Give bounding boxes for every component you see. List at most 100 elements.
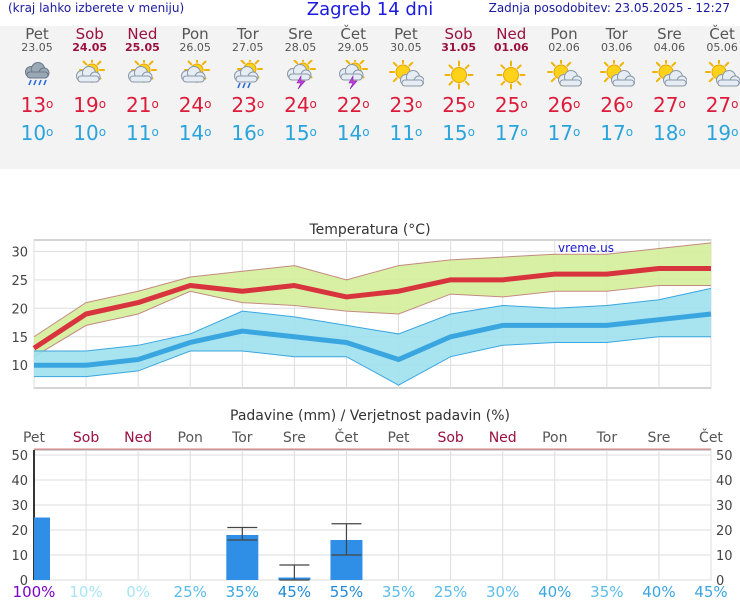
max-temperature: 26o xyxy=(547,93,581,117)
day-date: 28.05 xyxy=(284,41,317,54)
day-date: 29.05 xyxy=(337,41,369,54)
degree-sign: o xyxy=(573,125,581,139)
day-date: 24.05 xyxy=(72,41,108,54)
day-column: Tor 27.05 23o 16o xyxy=(223,26,273,144)
sun-small-cloud-icon xyxy=(599,60,635,87)
day-date: 01.06 xyxy=(493,41,529,54)
y-tick-label-right: 50 xyxy=(716,449,733,464)
precipitation-chart-title: Padavine (mm) / Verjetnost padavin (%) xyxy=(230,408,510,424)
precipitation-day-label: Sre xyxy=(647,430,670,446)
degree-sign: o xyxy=(151,125,159,139)
day-name: Tor xyxy=(236,25,259,43)
precipitation-day-label: Pon xyxy=(542,430,567,446)
day-column: Pet 30.05 23o 11o xyxy=(381,26,431,144)
min-temperature-band xyxy=(34,288,711,386)
degree-sign: o xyxy=(309,97,317,111)
min-temperature: 17o xyxy=(547,121,581,145)
precipitation-day-label: Sob xyxy=(73,430,99,446)
day-column: Ned 25.05 21o 11o xyxy=(117,26,167,144)
precipitation-probability: 55% xyxy=(330,583,363,600)
sun-icon xyxy=(444,60,474,90)
degree-sign: o xyxy=(625,97,634,111)
sun-cloud-storm-icon xyxy=(286,60,316,90)
degree-sign: o xyxy=(204,125,212,139)
day-date: 04.06 xyxy=(653,41,686,54)
degree-sign: o xyxy=(731,97,739,111)
day-column: Pon 26.05 24o 14o xyxy=(170,26,220,144)
day-name: Sre xyxy=(288,25,313,43)
min-temperature: 14o xyxy=(178,121,212,145)
day-name: Čet xyxy=(340,25,366,43)
day-column: Pon 02.06 26o 17o xyxy=(539,26,589,144)
degree-sign: o xyxy=(731,125,739,139)
sun-small-cloud-icon xyxy=(705,60,740,87)
band-lower-edge xyxy=(33,285,711,358)
max-temperature: 19o xyxy=(73,93,107,117)
day-date: 23.05 xyxy=(21,41,53,54)
degree-sign: o xyxy=(678,125,686,139)
max-temperature: 27o xyxy=(652,93,686,117)
max-temperature: 26o xyxy=(600,93,634,117)
precipitation-day-label: Ned xyxy=(489,430,517,446)
sun-cloud-rain-icon xyxy=(233,60,263,89)
precipitation-day-label: Pet xyxy=(23,430,46,446)
degree-sign: o xyxy=(414,125,423,139)
sun-small-cloud-icon xyxy=(547,60,582,87)
y-tick-label: 30 xyxy=(11,245,28,260)
day-date: 02.06 xyxy=(548,41,580,54)
day-date: 05.06 xyxy=(706,41,738,54)
precipitation-bar xyxy=(34,517,50,580)
band-upper-edge xyxy=(33,242,712,338)
precipitation-probability: 35% xyxy=(590,583,623,600)
degree-sign: o xyxy=(467,125,475,139)
precipitation-probability: 35% xyxy=(382,583,415,600)
y-tick-label: 20 xyxy=(11,302,28,317)
day-name: Pon xyxy=(181,25,209,43)
sun-cloud-icon xyxy=(75,60,105,83)
max-temperature: 23o xyxy=(231,93,265,117)
max-temperature: 25o xyxy=(442,93,475,117)
daily-forecast-strip: Pet 23.05 13o 10o Sob 24.05 19o 10o Ned 25.05 21o 1… xyxy=(0,26,740,169)
min-temperature: 11o xyxy=(389,121,423,145)
precipitation-probability: 30% xyxy=(486,583,519,600)
min-temperature: 10o xyxy=(20,121,54,145)
day-column: Čet 05.06 27o 19o xyxy=(697,26,740,144)
precipitation-probability: 40% xyxy=(642,583,675,600)
degree-sign: o xyxy=(520,97,528,111)
page-title: Zagreb 14 dni xyxy=(306,0,434,20)
day-date: 25.05 xyxy=(124,41,160,54)
precipitation-day-label: Sre xyxy=(283,430,306,446)
day-name: Ned xyxy=(127,25,158,43)
precipitation-probability: 35% xyxy=(226,583,259,600)
min-temperature: 15o xyxy=(284,121,317,145)
degree-sign: o xyxy=(46,125,54,139)
max-temperature: 24o xyxy=(178,93,212,117)
precipitation-probability: 45% xyxy=(694,583,727,600)
band-lower-edge xyxy=(34,336,711,386)
min-temperature: 15o xyxy=(442,121,475,145)
precipitation-bar xyxy=(226,535,259,580)
top-bar: (kraj lahko izberete v meniju) Zagreb 14… xyxy=(0,0,740,22)
max-temperature: 22o xyxy=(336,93,370,117)
degree-sign: o xyxy=(256,125,265,139)
precipitation-day-label: Čet xyxy=(335,428,359,446)
degree-sign: o xyxy=(520,125,528,139)
max-temperature: 25o xyxy=(494,93,528,117)
min-temperature: 10o xyxy=(73,121,107,145)
temperature-chart-title: Temperatura (°C) xyxy=(308,222,430,238)
precipitation-probability: 40% xyxy=(538,583,571,600)
last-update: Zadnja posodobitev: 23.05.2025 - 12:27 xyxy=(488,1,730,15)
band-upper-edge xyxy=(34,287,712,352)
day-date: 27.05 xyxy=(232,41,264,54)
precipitation-day-label: Ned xyxy=(124,430,152,446)
cloud-rain-icon xyxy=(25,62,50,86)
y-tick-label-right: 20 xyxy=(716,524,733,539)
degree-sign: o xyxy=(204,97,212,111)
y-tick-label-right: 0 xyxy=(716,574,724,589)
max-temperature: 13o xyxy=(20,93,54,117)
watermark: vreme.us xyxy=(558,241,614,255)
min-temperature: 16o xyxy=(231,121,265,145)
day-name: Sob xyxy=(444,25,473,43)
degree-sign: o xyxy=(151,97,159,111)
max-temperature-line xyxy=(32,265,711,351)
